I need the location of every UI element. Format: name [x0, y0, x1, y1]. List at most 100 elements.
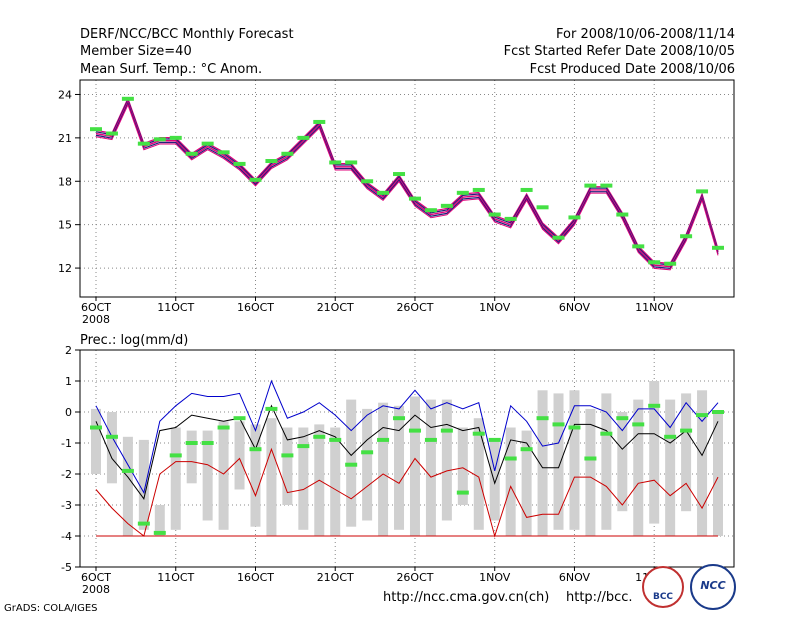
spread-bar — [665, 399, 676, 536]
spread-bar — [441, 399, 452, 521]
observed-marker — [536, 416, 549, 421]
x-year-label: 2008 — [82, 313, 110, 326]
y-tick-label: 18 — [58, 175, 72, 188]
observed-marker — [696, 413, 709, 418]
prec-title: Prec.: log(mm/d) — [80, 333, 188, 348]
url-ch[interactable]: http://ncc.cma.gov.cn(ch) — [383, 590, 550, 605]
spread-bar — [649, 381, 660, 524]
y-tick-label: -4 — [61, 530, 72, 543]
plot-frame-0 — [79, 79, 735, 298]
spread-bar — [681, 393, 692, 512]
observed-marker — [105, 131, 118, 136]
member-line-lowest — [95, 103, 719, 271]
spread-bar — [122, 436, 133, 536]
variable-label: Mean Surf. Temp.: °C Anom. — [80, 62, 263, 77]
member-line-mid — [95, 98, 719, 266]
member-size: Member Size=40 — [80, 44, 192, 59]
observed-marker — [424, 208, 437, 213]
observed-marker — [632, 244, 645, 249]
x-tick-label: 11OCT — [157, 301, 194, 314]
observed-marker — [313, 119, 326, 124]
observed-marker — [169, 453, 182, 458]
observed-marker — [616, 416, 629, 421]
observed-marker — [345, 160, 358, 165]
y-tick-label: -3 — [61, 499, 72, 512]
url-bcc[interactable]: http://bcc. — [566, 590, 633, 605]
observed-marker — [393, 172, 406, 177]
member-line-lower — [95, 101, 719, 269]
x-tick-label: 21OCT — [317, 301, 354, 314]
x-tick-label: 16OCT — [237, 571, 274, 584]
observed-marker — [361, 450, 374, 455]
observed-marker — [185, 441, 198, 445]
spread-bar — [394, 405, 405, 530]
observed-marker — [185, 151, 198, 156]
spread-bar — [218, 421, 229, 530]
spread-bar — [601, 393, 612, 530]
observed-marker — [90, 425, 102, 430]
mean-line — [95, 99, 719, 268]
y-tick-label: 0 — [65, 406, 72, 419]
spread-bar — [585, 408, 596, 536]
x-tick-label: 11NOV — [635, 301, 674, 314]
y-tick-label: -2 — [61, 468, 72, 481]
x-tick-label: 1NOV — [479, 301, 511, 314]
spread-bar — [489, 439, 500, 521]
spread-bar — [186, 430, 197, 484]
observed-marker — [600, 183, 613, 188]
y-tick-label: 24 — [58, 88, 72, 101]
observed-marker — [616, 212, 629, 217]
spread-bar — [250, 424, 261, 527]
observed-marker — [520, 187, 533, 192]
y-tick-label: -5 — [61, 561, 72, 574]
spread-bar — [569, 390, 580, 530]
observed-marker — [121, 468, 134, 473]
observed-marker — [329, 160, 342, 165]
grads-credit: GrADS: COLA/IGES — [4, 603, 98, 614]
observed-marker — [408, 428, 421, 433]
spread-bar — [154, 505, 165, 536]
observed-marker — [265, 159, 278, 164]
y-tick-label: 1 — [65, 375, 72, 388]
observed-marker — [488, 437, 501, 442]
observed-marker — [281, 151, 294, 156]
observed-marker — [105, 434, 118, 439]
observed-marker — [504, 456, 517, 461]
observed-marker — [281, 453, 294, 458]
observed-marker — [440, 428, 453, 433]
spread-bar — [234, 421, 245, 490]
observed-marker — [584, 183, 597, 188]
observed-marker — [249, 447, 262, 452]
spread-bar — [298, 427, 309, 530]
observed-marker — [153, 530, 166, 535]
x-tick-label: 11OCT — [157, 571, 194, 584]
observed-marker — [712, 410, 724, 414]
observed-marker — [552, 422, 565, 427]
observed-marker — [137, 521, 150, 526]
bcc-logo-label: BCC — [652, 592, 674, 602]
observed-marker — [568, 425, 581, 430]
observed-marker — [377, 190, 390, 195]
observed-marker — [472, 187, 485, 192]
observed-marker — [536, 205, 549, 210]
observed-marker — [297, 444, 310, 449]
y-tick-label: 21 — [58, 132, 72, 145]
spread-bar — [505, 427, 516, 536]
x-tick-label: 1NOV — [479, 571, 511, 584]
spread-bar — [521, 430, 532, 536]
observed-marker — [201, 441, 214, 445]
spread-bar — [457, 427, 468, 505]
y-tick-label: 12 — [58, 262, 72, 275]
observed-marker — [169, 135, 182, 140]
x-tick-label: 26OCT — [396, 301, 433, 314]
observed-marker — [632, 422, 645, 427]
observed-marker — [600, 431, 613, 436]
bcc-logo: BCC — [642, 566, 684, 608]
ncc-logo-label: NCC — [700, 579, 726, 592]
observed-marker — [393, 416, 406, 421]
observed-marker — [121, 96, 134, 101]
observed-marker — [712, 245, 724, 250]
x-tick-label: 6NOV — [559, 301, 591, 314]
observed-marker — [584, 456, 597, 461]
observed-marker — [408, 196, 421, 201]
